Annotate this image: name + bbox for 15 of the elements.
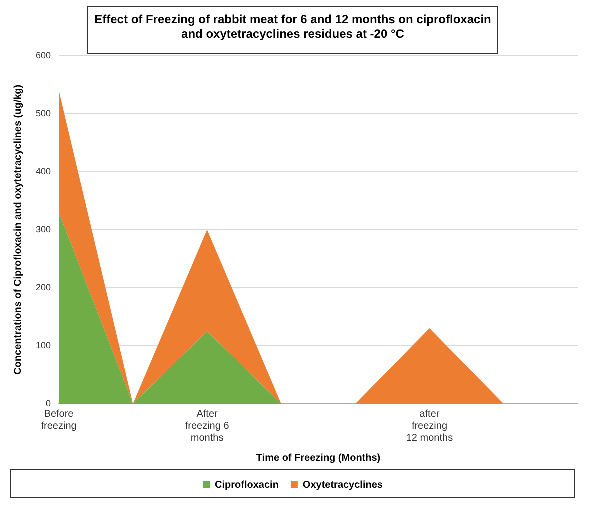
y-tick-label: 100 (36, 340, 52, 350)
x-tick-label: Before freezing (41, 408, 77, 432)
y-tick-label: 600 (36, 50, 52, 60)
x-tick-label: After freezing 6 months (185, 408, 230, 444)
legend-label: Oxytetracyclines (302, 480, 384, 491)
y-tick-label: 200 (36, 282, 52, 292)
y-tick-label: 300 (36, 224, 52, 234)
y-tick-label: 0 (46, 398, 52, 408)
y-axis-title: Concentrations of Ciprofloxacin and oxytetracyclines (ug/kg) (12, 84, 24, 375)
legend-label: Ciprofloxacin (215, 480, 279, 491)
x-axis-title: Time of Freezing (Months) (256, 452, 381, 464)
y-tick-label: 500 (36, 108, 52, 118)
y-tick-label: 400 (36, 166, 52, 176)
chart-title: Effect of Freezing of rabbit meat for 6 and 12 months on ciprofloxacin and oxytetracyclines residues at -20 °C (94, 12, 492, 41)
x-tick-label: after freezing 12 months (406, 408, 454, 444)
